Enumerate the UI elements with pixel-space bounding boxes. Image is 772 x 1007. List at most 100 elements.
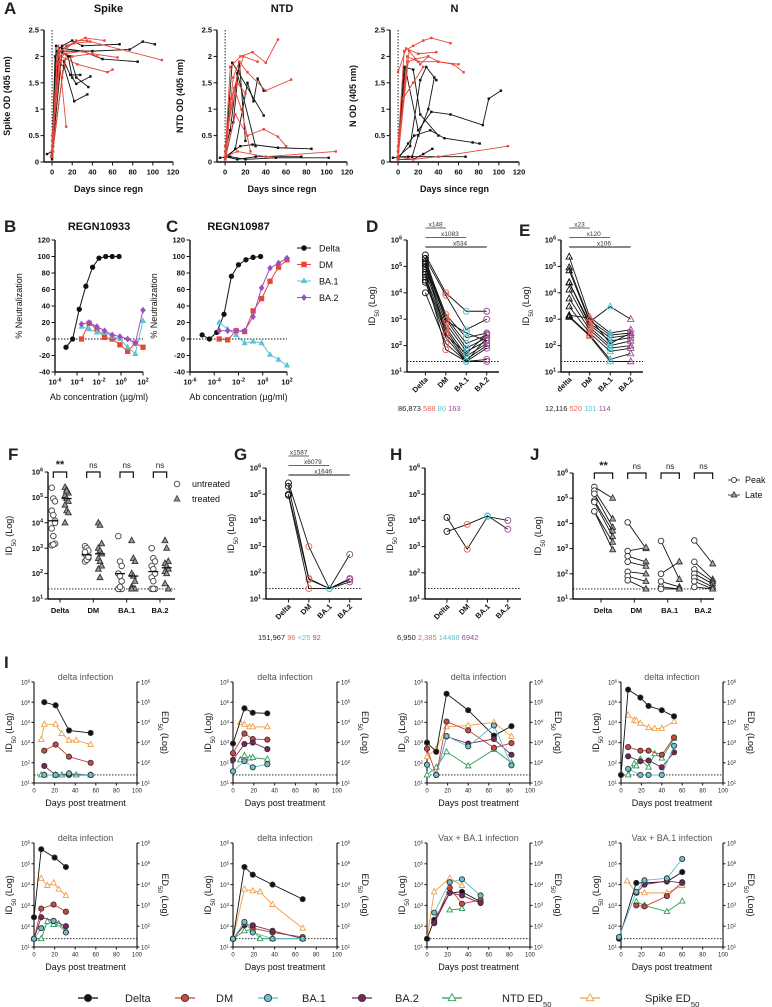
y-axis-label: N OD (405 nm) [348,65,358,127]
subscript: 50 [598,736,605,744]
data-point [65,770,73,777]
right-y-tick-label: 105 [141,860,151,869]
data-point [508,723,515,730]
superscript: 3 [227,739,230,744]
y-tick-label: 102 [608,922,618,931]
data-point [443,690,450,697]
superscript: 1 [541,943,544,948]
data-point [663,893,670,900]
superscript: 2 [615,922,618,927]
data-point [118,43,121,46]
y-tick-label: 105 [414,860,424,869]
data-point [465,727,472,734]
superscript: 1 [565,595,568,601]
x-tick-label: 10-6 [48,378,61,387]
right-y-tick-label: 104 [141,718,151,727]
superscript: 1 [227,779,230,784]
series-dm [30,901,69,942]
series-line [224,113,287,160]
subscript: 50 [11,898,18,906]
series-ba2 [216,254,290,335]
right-y-tick-label: 106 [141,678,151,687]
y-tick-label: 103 [21,902,31,911]
data-point [299,924,307,931]
superscript: 2 [615,759,618,764]
data-point [641,877,648,884]
data-point [55,885,63,892]
legend-label: BA.1 [319,277,339,287]
data-point [430,36,433,40]
x-tick-label: 40 [72,953,79,959]
significance-label: ns [699,462,707,471]
data-point [443,733,450,740]
series-line [433,878,481,913]
pair-line [660,540,680,580]
data-point [565,265,574,274]
data-point [637,747,644,754]
treated-point [161,536,169,544]
data-point [276,146,280,149]
data-point [269,927,276,934]
data-point [427,55,430,58]
data-point [229,935,237,942]
subject-line [568,270,631,323]
series-ba1 [431,876,484,916]
series-ba1 [615,855,686,941]
category-label: Delta [594,606,613,615]
x-tick-label: 80 [699,953,706,959]
y-axis-label: ED50 (Log) [357,711,371,754]
data-point [396,71,400,74]
y-axis-label: ED50 (Log) [357,873,371,916]
data-point [430,887,438,895]
data-point [269,881,276,888]
treated-point [162,569,171,577]
subject-line [568,316,631,362]
data-point [235,262,242,268]
data-point [645,747,652,754]
untreated-point [48,484,55,491]
data-point [413,57,417,61]
y-tick-label: 103 [32,544,43,553]
superscript: 2 [348,922,351,927]
superscript: 4 [421,881,424,886]
data-point [433,748,440,755]
right-y-tick-label: 104 [141,880,151,889]
data-point [443,137,446,140]
y-tick-label: 105 [21,860,31,869]
y-tick-label: 106 [545,236,556,245]
y-tick-label: 102 [557,569,568,578]
legend-label: Peak [745,475,766,485]
pair-line [694,580,713,590]
subject-trajectory [443,512,512,535]
significance-label: ** [56,459,65,471]
superscript: 5 [258,490,261,496]
series-line [40,723,91,745]
y-tick-label: 104 [414,881,424,890]
data-point [641,903,648,910]
y-axis-label: % Neutralization [14,273,24,339]
data-point [417,52,420,55]
x-tick-label: 120 [513,168,526,177]
y-axis-label: ED50 (Log) [743,873,757,916]
peak-point [591,490,598,498]
right-y-tick-label: 104 [727,880,737,889]
subscript: 50 [404,736,411,744]
panel-title: delta infection [58,672,114,682]
data-point [216,336,222,342]
y-tick-label: 102 [545,341,556,350]
data-point [50,920,58,927]
data-point [422,39,425,42]
data-point [419,78,422,82]
panel-f: F 101 102 103 104 105 106 ID50 (Log) Delta DM BA.1… [4,445,230,615]
right-y-tick-label: 102 [534,759,544,768]
data-point [431,920,438,927]
superscript: 5 [227,860,230,865]
peak-point [657,578,665,585]
data-point [103,39,106,42]
data-point [38,925,45,932]
pair-line [694,573,713,585]
y-tick-label: 105 [32,493,43,502]
panel-letter: C [166,217,178,236]
data-point [233,327,239,335]
